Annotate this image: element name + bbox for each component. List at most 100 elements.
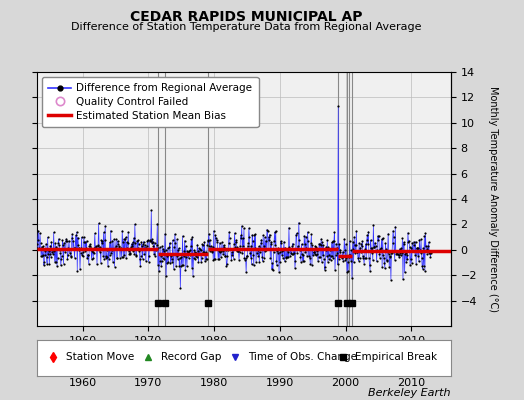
Point <box>422 246 431 252</box>
Point <box>335 241 344 248</box>
Point <box>183 248 192 255</box>
Point <box>118 228 126 234</box>
Point <box>59 242 67 248</box>
Point <box>113 255 122 261</box>
Point <box>53 262 61 269</box>
Point <box>163 260 171 266</box>
Point <box>247 243 255 249</box>
Point <box>242 269 250 275</box>
Point <box>318 239 326 246</box>
Point <box>291 258 300 264</box>
Point <box>379 252 387 258</box>
Text: Berkeley Earth: Berkeley Earth <box>368 388 451 398</box>
Point <box>272 262 281 268</box>
Point <box>312 252 320 259</box>
Point <box>58 252 66 259</box>
Text: 2010: 2010 <box>397 378 425 388</box>
Point <box>426 254 434 260</box>
Point <box>346 238 354 244</box>
Point <box>179 252 188 259</box>
Point <box>268 260 277 266</box>
Point <box>172 263 180 269</box>
Point <box>211 232 220 238</box>
Point <box>424 248 432 255</box>
Point <box>71 245 79 251</box>
Point <box>280 238 288 245</box>
Point <box>36 230 44 237</box>
Point <box>135 241 143 247</box>
Point <box>268 266 276 272</box>
Point <box>402 258 410 265</box>
Point <box>67 254 75 260</box>
Point <box>321 247 330 254</box>
Point <box>305 246 313 252</box>
Point <box>382 246 390 252</box>
Point <box>41 248 49 254</box>
Text: 2000: 2000 <box>332 378 359 388</box>
Point <box>193 254 201 260</box>
Point <box>112 243 120 249</box>
Point <box>354 258 363 264</box>
Point <box>164 258 172 265</box>
Point <box>322 244 331 250</box>
Point <box>92 243 100 249</box>
Point <box>42 241 50 247</box>
Point <box>265 234 273 240</box>
Point <box>214 256 222 262</box>
Point <box>218 239 226 246</box>
Point <box>199 242 207 248</box>
Point <box>116 254 124 261</box>
Point <box>254 253 263 260</box>
Point <box>52 243 61 250</box>
Point <box>64 252 72 258</box>
Point <box>230 241 238 248</box>
Point <box>273 248 281 254</box>
Point <box>261 238 270 244</box>
Point <box>161 231 169 237</box>
Point <box>75 244 84 251</box>
Point <box>290 246 299 252</box>
Point <box>389 228 397 234</box>
Point <box>124 229 133 235</box>
Point <box>387 276 395 283</box>
Point <box>359 254 367 261</box>
Point <box>236 243 244 249</box>
Point <box>293 250 301 256</box>
Point <box>421 268 429 274</box>
Point <box>364 241 372 248</box>
Point <box>79 248 88 255</box>
Point <box>400 239 408 245</box>
Point <box>235 256 243 263</box>
Point <box>386 253 394 259</box>
Point <box>337 254 346 261</box>
Point <box>215 256 223 262</box>
Point <box>302 245 311 252</box>
Point <box>295 237 303 243</box>
Point <box>64 245 73 251</box>
Point <box>358 238 367 244</box>
Text: Record Gap: Record Gap <box>161 352 221 362</box>
Point <box>422 243 430 250</box>
Point <box>285 244 293 250</box>
Point <box>407 245 416 251</box>
Point <box>180 248 188 255</box>
Point <box>406 244 414 250</box>
Point <box>129 248 137 254</box>
Point <box>34 228 42 234</box>
Point <box>103 253 112 260</box>
Text: 1970: 1970 <box>134 378 162 388</box>
Point <box>315 241 324 248</box>
Point <box>391 249 400 255</box>
Point <box>167 253 175 259</box>
Point <box>79 253 87 260</box>
Point <box>40 262 48 268</box>
Point <box>108 259 117 265</box>
Point <box>140 242 149 249</box>
Point <box>196 247 205 253</box>
Point <box>248 238 257 244</box>
Point <box>241 257 249 263</box>
Point <box>398 250 406 257</box>
Point <box>143 238 151 244</box>
Point <box>158 243 167 249</box>
Point <box>226 246 234 252</box>
